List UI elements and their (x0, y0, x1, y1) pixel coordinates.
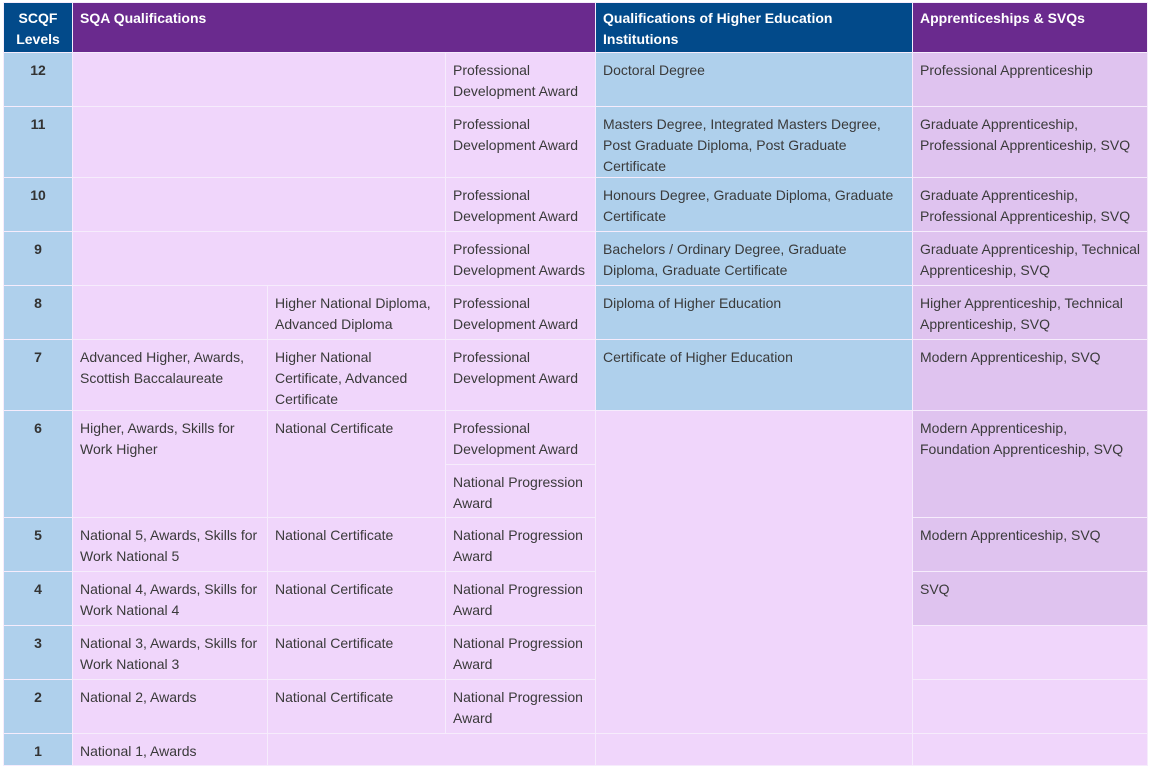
level-cell: 3 (3, 625, 73, 680)
app-cell: Professional Apprenticeship (912, 52, 1148, 107)
nc-cell: National Certificate (267, 571, 446, 626)
level-cell: 10 (3, 177, 73, 232)
hn-cell: Higher National Certificate, Advanced Ce… (267, 339, 446, 411)
nc-cell: National Certificate (267, 679, 446, 734)
npa-cell: National Progression Award (445, 517, 596, 572)
hei-cell: Doctoral Degree (595, 52, 913, 107)
hei-cell: Masters Degree, Integrated Masters Degre… (595, 106, 913, 178)
hei-cell: Honours Degree, Graduate Diploma, Gradua… (595, 177, 913, 232)
sqa-cell: National 5, Awards, Skills for Work Nati… (72, 517, 268, 572)
sqa-cell-empty (267, 733, 596, 766)
table-row-level-2: 2 National 2, Awards National Certificat… (3, 679, 1148, 734)
table-row-level-1: 1 National 1, Awards (3, 733, 1148, 766)
sqa-cell: National 1, Awards (72, 733, 268, 766)
sqa-cell-empty (72, 106, 446, 178)
header-sqa-qualifications: SQA Qualifications (72, 2, 596, 53)
app-cell: Graduate Apprenticeship, Professional Ap… (912, 177, 1148, 232)
sqa-cell: National 2, Awards (72, 679, 268, 734)
table-row-level-8: 8 Higher National Diploma, Advanced Dipl… (3, 285, 1148, 340)
table-row-level-11: 11 Professional Development Award Master… (3, 106, 1148, 178)
sqa-cell-empty (72, 285, 268, 340)
table-row-level-7: 7 Advanced Higher, Awards, Scottish Bacc… (3, 339, 1148, 411)
level-cell: 11 (3, 106, 73, 178)
table-row-level-4: 4 National 4, Awards, Skills for Work Na… (3, 571, 1148, 626)
sqa-cell: Higher, Awards, Skills for Work Higher (72, 410, 268, 518)
nc-cell: National Certificate (267, 410, 446, 518)
level-cell: 4 (3, 571, 73, 626)
pda-cell: Professional Development Award (445, 285, 596, 340)
pda-cell: Professional Development Award (445, 106, 596, 178)
nc-cell: National Certificate (267, 625, 446, 680)
nc-cell: National Certificate (267, 517, 446, 572)
sqa-cell-empty (72, 52, 446, 107)
pda-cell: Professional Development Award (445, 339, 596, 411)
table-row-level-10: 10 Professional Development Award Honour… (3, 177, 1148, 232)
npa-cell: National Progression Award (445, 679, 596, 734)
level-cell: 9 (3, 231, 73, 286)
npa-cell: National Progression Award (445, 464, 596, 518)
pda-cell: Professional Development Awards (445, 231, 596, 286)
pda-cell: Professional Development Award (445, 177, 596, 232)
header-hei-qualifications: Qualifications of Higher Education Insti… (595, 2, 913, 53)
scqf-framework-table: SCQF Levels SQA Qualifications Qualifica… (3, 2, 1148, 766)
sqa-cell: National 3, Awards, Skills for Work Nati… (72, 625, 268, 680)
level-cell: 5 (3, 517, 73, 572)
level-cell: 6 (3, 410, 73, 518)
hei-cell-empty (595, 410, 913, 734)
level-cell: 7 (3, 339, 73, 411)
header-apprenticeships: Apprenticeships & SVQs (912, 2, 1148, 53)
app-cell: Modern Apprenticeship, SVQ (912, 339, 1148, 411)
hei-cell: Diploma of Higher Education (595, 285, 913, 340)
npa-cell: National Progression Award (445, 571, 596, 626)
hei-cell: Certificate of Higher Education (595, 339, 913, 411)
level-cell: 2 (3, 679, 73, 734)
sqa-cell: National 4, Awards, Skills for Work Nati… (72, 571, 268, 626)
app-cell-empty (912, 733, 1148, 766)
app-cell: Higher Apprenticeship, Technical Apprent… (912, 285, 1148, 340)
level-cell: 1 (3, 733, 73, 766)
sqa-cell-empty (72, 231, 446, 286)
table-row-level-3: 3 National 3, Awards, Skills for Work Na… (3, 625, 1148, 680)
header-row: SCQF Levels SQA Qualifications Qualifica… (3, 2, 1148, 53)
pda-cell: Professional Development Award (445, 52, 596, 107)
app-cell-empty (912, 625, 1148, 680)
table-row-level-6: 6 Higher, Awards, Skills for Work Higher… (3, 410, 1148, 734)
level-cell: 8 (3, 285, 73, 340)
table-row-level-6-sub: National Progression Award (4, 464, 1148, 518)
table-row-level-5: 5 National 5, Awards, Skills for Work Na… (3, 517, 1148, 572)
sqa-cell-empty (72, 177, 446, 232)
header-scqf-levels: SCQF Levels (3, 2, 73, 53)
hei-cell-empty (595, 733, 913, 766)
table-row-level-12: 12 Professional Development Award Doctor… (3, 52, 1148, 107)
app-cell: Graduate Apprenticeship, Technical Appre… (912, 231, 1148, 286)
npa-cell: National Progression Award (445, 625, 596, 680)
table-row-level-9: 9 Professional Development Awards Bachel… (3, 231, 1148, 286)
app-cell: Graduate Apprenticeship, Professional Ap… (912, 106, 1148, 178)
hn-cell: Higher National Diploma, Advanced Diplom… (267, 285, 446, 340)
pda-cell: Professional Development Award (445, 410, 596, 465)
app-cell-empty (912, 679, 1148, 734)
sqa-cell: Advanced Higher, Awards, Scottish Baccal… (72, 339, 268, 411)
app-cell: Modern Apprenticeship, SVQ (912, 517, 1148, 572)
hei-cell: Bachelors / Ordinary Degree, Graduate Di… (595, 231, 913, 286)
app-cell: SVQ (912, 571, 1148, 626)
app-cell: Modern Apprenticeship, Foundation Appren… (912, 410, 1148, 518)
level-cell: 12 (3, 52, 73, 107)
